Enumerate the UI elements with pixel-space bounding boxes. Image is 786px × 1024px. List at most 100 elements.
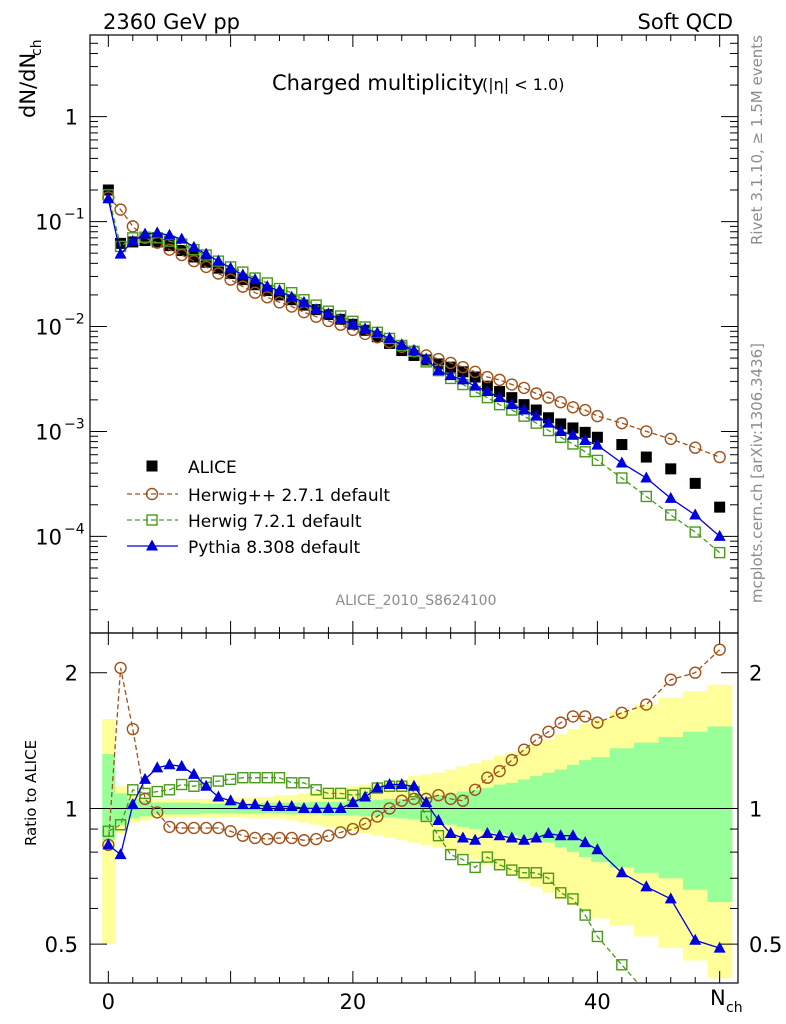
data-point	[187, 767, 200, 779]
data-point	[530, 733, 543, 746]
data-point	[517, 743, 531, 756]
data-point	[151, 785, 163, 798]
data-point	[530, 409, 543, 421]
y-tick-exponent: −2	[64, 312, 85, 328]
data-point	[102, 192, 115, 204]
uncertainty-bands	[102, 684, 733, 979]
y-axis-label-sub: ch	[29, 39, 45, 56]
data-point	[322, 307, 335, 319]
data-point	[126, 798, 139, 810]
data-point	[310, 801, 323, 813]
data-point	[615, 416, 629, 430]
data-point	[445, 361, 457, 373]
data-point	[444, 356, 457, 370]
data-point	[640, 698, 653, 711]
inner-band	[591, 757, 611, 863]
data-point	[616, 472, 628, 484]
data-point	[334, 787, 347, 800]
data-point	[408, 349, 420, 361]
data-point	[383, 802, 396, 815]
analysis-watermark: ALICE_2010_S8624100	[336, 593, 497, 609]
data-point	[566, 428, 579, 440]
data-point	[358, 817, 372, 830]
data-point	[689, 526, 701, 538]
data-point	[579, 446, 591, 458]
data-point	[432, 814, 445, 826]
data-point	[176, 245, 188, 257]
data-point	[506, 392, 518, 404]
y-tick-label-right: 1	[749, 797, 762, 821]
data-point	[505, 831, 518, 843]
data-point	[615, 866, 628, 878]
data-point	[554, 395, 567, 409]
data-point	[578, 403, 592, 417]
data-point	[187, 254, 201, 268]
data-point	[200, 247, 213, 259]
y-tick-label-left: 0.5	[45, 933, 78, 957]
data-point	[566, 829, 579, 841]
y-tick-label-left: 2	[65, 662, 78, 686]
series-herwig-7-2-1-default	[102, 772, 639, 983]
x-axis-label: N	[710, 986, 726, 1010]
data-point	[212, 821, 225, 835]
data-point	[579, 426, 591, 438]
data-point	[542, 872, 555, 884]
data-point	[139, 772, 152, 784]
data-point	[640, 880, 653, 892]
inner-band	[707, 726, 733, 903]
chart-title-subtext: (|η| < 1.0)	[482, 75, 564, 94]
data-point	[713, 941, 726, 953]
data-point	[334, 801, 347, 813]
series-line	[107, 764, 720, 949]
data-point	[554, 829, 567, 841]
data-point	[664, 432, 677, 446]
data-point	[261, 291, 274, 304]
data-point	[689, 477, 701, 489]
data-point	[456, 794, 470, 807]
data-point	[285, 290, 298, 302]
data-point	[188, 780, 200, 792]
legend-marker	[145, 487, 159, 501]
data-point	[432, 830, 445, 842]
legend-entry: Herwig 7.2.1 default	[127, 512, 362, 532]
y-tick-label-left: 1	[65, 797, 78, 821]
data-point	[493, 764, 506, 778]
data-point	[567, 893, 579, 905]
data-point	[322, 829, 335, 842]
data-point	[261, 280, 274, 292]
data-point	[115, 237, 127, 249]
data-point	[310, 784, 322, 796]
inner-band	[505, 782, 519, 836]
data-point	[517, 381, 531, 395]
data-point	[591, 409, 604, 423]
data-point	[187, 240, 200, 252]
data-point	[554, 716, 567, 729]
series-line	[107, 198, 721, 537]
data-point	[102, 825, 115, 837]
data-point	[530, 831, 543, 843]
data-point	[383, 331, 396, 343]
data-point	[114, 203, 127, 216]
data-point	[175, 778, 188, 791]
inner-band	[114, 793, 128, 825]
legend-label: Herwig 7.2.1 default	[188, 512, 362, 532]
legend-marker	[146, 539, 158, 551]
data-point	[542, 826, 555, 838]
series-herwig-2-7-1-default	[102, 191, 726, 464]
data-point	[151, 806, 164, 819]
data-point	[163, 784, 176, 796]
data-point	[420, 810, 432, 823]
data-point	[530, 387, 543, 400]
data-point	[518, 833, 531, 845]
data-point	[408, 344, 420, 356]
data-point	[224, 261, 237, 273]
inner-band	[493, 784, 507, 834]
data-point	[518, 403, 531, 415]
plot-frame	[89, 632, 739, 984]
data-point	[689, 508, 702, 520]
data-point	[432, 364, 445, 376]
y-tick-label: 10	[35, 211, 62, 235]
series-herwig-2-7-1-default	[102, 643, 726, 852]
data-point	[249, 772, 261, 784]
